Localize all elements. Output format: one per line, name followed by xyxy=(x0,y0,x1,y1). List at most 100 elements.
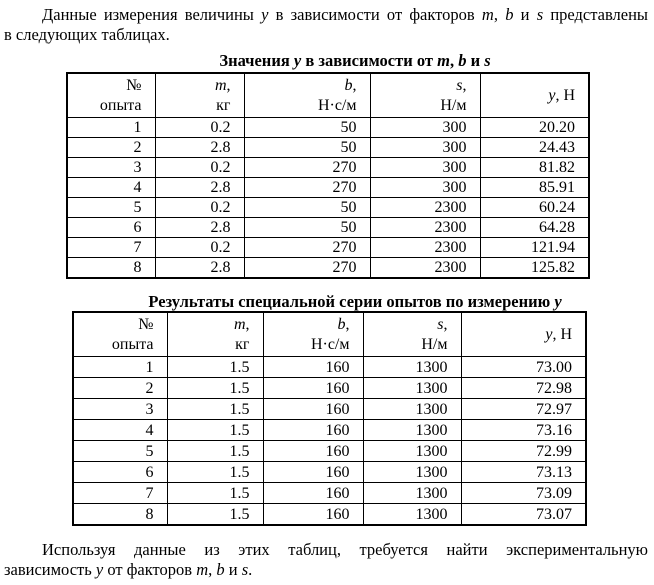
table-row: 7 1.5 160 1300 73.09 xyxy=(72,482,587,504)
column-header-line: s, xyxy=(371,76,466,96)
table-cell: 2300 xyxy=(369,217,481,238)
table-cell: 3 xyxy=(72,398,168,420)
table-cell: 160 xyxy=(262,356,364,378)
table-row: 4 2.8 270 300 85.91 xyxy=(66,177,590,198)
text-segment: № xyxy=(126,77,142,94)
variable-symbol: y xyxy=(554,292,562,311)
text-segment: Н/м xyxy=(421,336,448,353)
variable-symbol: m xyxy=(481,5,494,24)
variable-symbol: y xyxy=(545,326,553,343)
table-cell: 50 xyxy=(243,117,371,138)
table-row: 6 1.5 160 1300 73.13 xyxy=(72,461,587,483)
table1-body: 1 0.2 50 300 20.20 2 2.8 50 300 24.43 3 0.2 270 300 81… xyxy=(66,117,590,279)
table-cell: 270 xyxy=(243,257,371,279)
table-cell: 24.43 xyxy=(479,137,590,158)
column-header-line: s, xyxy=(364,315,448,335)
table-cell: 1 xyxy=(66,117,156,138)
column-header: b, Н·с/м xyxy=(243,72,371,118)
column-header-line: y, Н xyxy=(462,325,572,345)
table-row: 8 1.5 160 1300 73.07 xyxy=(72,503,587,526)
table-cell: 270 xyxy=(243,177,371,198)
table-cell: 8 xyxy=(66,257,156,279)
column-header: b, Н·с/м xyxy=(262,311,364,357)
paragraph-line: Используя данные из этих таблиц, требует… xyxy=(4,540,648,560)
text-segment: в следующих таблицах. xyxy=(4,25,170,44)
table-cell: 270 xyxy=(243,237,371,258)
table-cell: 2.8 xyxy=(154,217,245,238)
table-cell: 2300 xyxy=(369,197,481,218)
column-header-line: m, xyxy=(168,315,250,335)
table-cell: 0.2 xyxy=(154,237,245,258)
table-cell: 81.82 xyxy=(479,157,590,178)
table-cell: 73.07 xyxy=(460,503,587,526)
variable-symbol: b xyxy=(216,560,225,579)
text-segment: кг xyxy=(235,336,250,353)
table-cell: 1300 xyxy=(362,377,462,399)
text-segment: . xyxy=(248,560,253,579)
table-cell: 60.24 xyxy=(479,197,590,218)
variable-symbol: y xyxy=(548,87,556,104)
variable-symbol: b xyxy=(458,51,467,70)
table-cell: 73.00 xyxy=(460,356,587,378)
table-row: 4 1.5 160 1300 73.16 xyxy=(72,419,587,441)
table-cell: 1.5 xyxy=(166,440,264,462)
column-header: № опыта xyxy=(66,72,156,118)
table-cell: 0.2 xyxy=(154,117,245,138)
table1-title: Значения y в зависимости от m, b и s xyxy=(0,52,654,70)
table-cell: 2300 xyxy=(369,237,481,258)
column-header-line: № xyxy=(68,76,142,96)
table-cell: 7 xyxy=(72,482,168,504)
text-segment: от факторов xyxy=(103,560,197,579)
text-segment: , xyxy=(226,77,231,94)
column-header-line: кг xyxy=(156,96,230,116)
table-cell: 1.5 xyxy=(166,419,264,441)
column-header-line: y, Н xyxy=(481,86,575,106)
table-cell: 73.13 xyxy=(460,461,587,483)
table-row: 2 2.8 50 300 24.43 xyxy=(66,137,590,158)
table-cell: 1.5 xyxy=(166,503,264,526)
column-header: y, Н xyxy=(479,72,590,118)
table-cell: 0.2 xyxy=(154,157,245,178)
text-segment: опыта xyxy=(111,336,154,353)
variable-symbol: s xyxy=(484,51,491,70)
text-segment: Н·с/м xyxy=(310,336,350,353)
variable-symbol: m xyxy=(437,51,450,70)
text-segment: в зависимости от xyxy=(301,51,438,70)
table-cell: 4 xyxy=(72,419,168,441)
column-header: y, Н xyxy=(460,311,587,357)
table-cell: 50 xyxy=(243,197,371,218)
text-segment: Значения xyxy=(219,51,294,70)
table-row: 3 1.5 160 1300 72.97 xyxy=(72,398,587,420)
column-header-line: Н/м xyxy=(364,335,448,355)
table-cell: 2.8 xyxy=(154,137,245,158)
table-cell: 1.5 xyxy=(166,398,264,420)
closing-paragraph: Используя данные из этих таблиц, требует… xyxy=(4,540,648,580)
table-cell: 72.97 xyxy=(460,398,587,420)
table-row: 8 2.8 270 2300 125.82 xyxy=(66,257,590,279)
table-cell: 1.5 xyxy=(166,482,264,504)
table-cell: 2300 xyxy=(369,257,481,279)
table2-title: Результаты специальной серии опытов по и… xyxy=(0,293,654,311)
table-cell: 6 xyxy=(72,461,168,483)
table1-header: № опыта m, кг b, Н·с/м s, Н/м y, Н xyxy=(66,72,590,118)
table-cell: 300 xyxy=(369,117,481,138)
table-cell: 50 xyxy=(243,217,371,238)
variable-symbol: y xyxy=(95,560,104,579)
text-segment: , Н xyxy=(552,326,572,343)
table-cell: 160 xyxy=(262,419,364,441)
table2-body: 1 1.5 160 1300 73.00 2 1.5 160 1300 72.98 3 1.5 160 1… xyxy=(72,356,587,526)
column-header-line: m, xyxy=(156,76,231,96)
text-segment: Результаты специальной серии опытов по и… xyxy=(148,292,555,311)
column-header-line: b, xyxy=(264,315,350,335)
table-row: 3 0.2 270 300 81.82 xyxy=(66,157,590,178)
table-cell: 3 xyxy=(66,157,156,178)
text-segment: , xyxy=(443,316,448,333)
column-header: № опыта xyxy=(72,311,168,357)
table-cell: 2 xyxy=(66,137,156,158)
text-segment: и xyxy=(224,560,242,579)
table-row: 5 1.5 160 1300 72.99 xyxy=(72,440,587,462)
table-row: 2 1.5 160 1300 72.98 xyxy=(72,377,587,399)
table-cell: 2.8 xyxy=(154,177,245,198)
column-header-line: Н/м xyxy=(371,96,466,116)
text-segment: в зависимости от факторов xyxy=(268,5,482,24)
